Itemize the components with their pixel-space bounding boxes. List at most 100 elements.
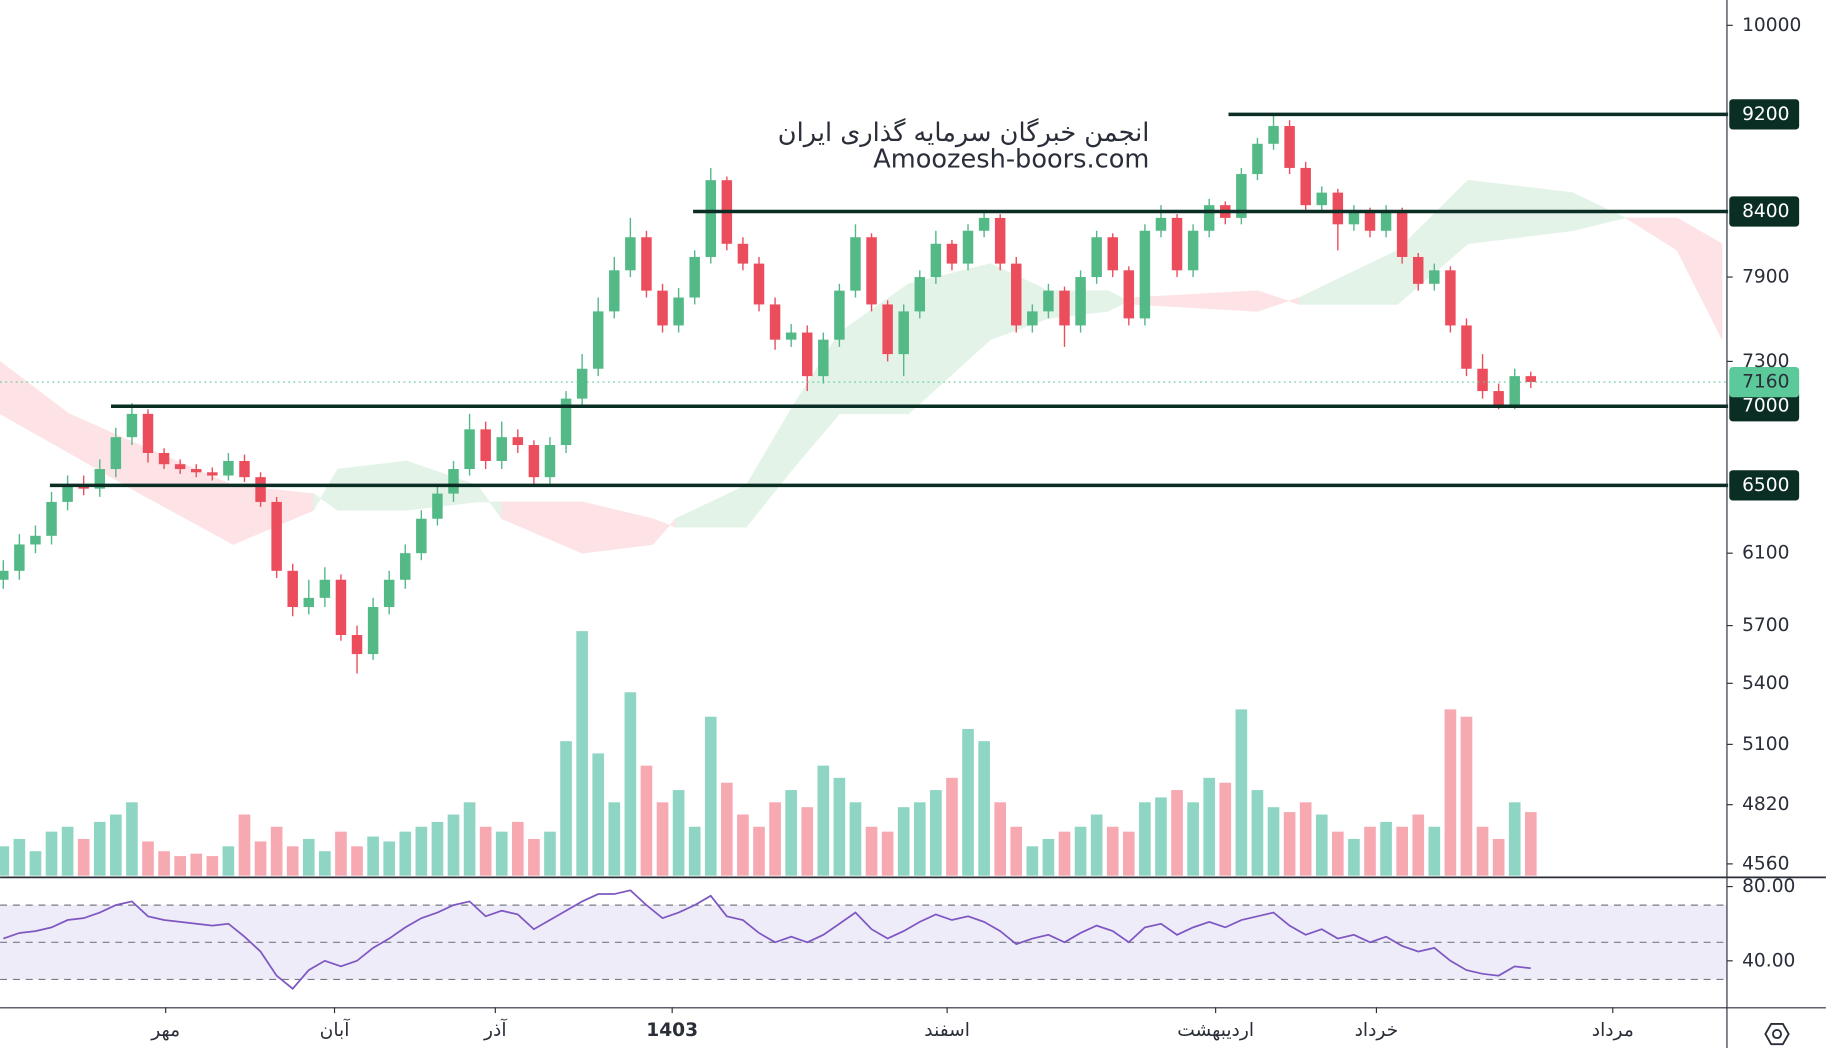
settings-icon[interactable]: [1764, 1022, 1790, 1046]
y-tick-label: 5100: [1742, 734, 1789, 755]
candle-body: [1043, 290, 1054, 312]
candle-body: [1332, 192, 1344, 225]
candle-body: [1011, 263, 1022, 326]
volume-bar: [978, 741, 990, 876]
candle-body: [1187, 230, 1199, 271]
candle-body: [866, 237, 877, 305]
rsi-tick-label: 40.00: [1742, 950, 1795, 971]
volume-bar: [1042, 838, 1055, 876]
candle-body: [737, 243, 749, 264]
candle-body: [1107, 237, 1118, 271]
candle-body: [850, 237, 861, 291]
candle-body: [271, 501, 282, 571]
volume-bar: [1026, 846, 1039, 876]
volume-bar: [238, 814, 251, 876]
candle-body: [464, 429, 475, 470]
rsi-layer: [0, 889, 1727, 990]
volume-bar: [1444, 709, 1457, 876]
candle-body: [1364, 211, 1376, 231]
candle-body: [785, 332, 797, 340]
candle-body: [1203, 205, 1215, 231]
candle-body: [946, 243, 958, 264]
candle-body: [962, 230, 974, 264]
y-tick-label: 10000: [1742, 15, 1801, 36]
volume-bar: [897, 807, 910, 876]
candle-body: [1236, 174, 1247, 218]
volume-bar: [1524, 812, 1537, 876]
y-tick-label: 4820: [1742, 794, 1789, 815]
candle-body: [1268, 126, 1279, 144]
candle-body: [1380, 211, 1392, 231]
volume-bar: [753, 826, 765, 876]
candle-body: [1509, 376, 1520, 407]
candle-body: [1059, 290, 1070, 326]
volume-bar: [672, 790, 685, 876]
volume-bar: [994, 802, 1007, 876]
volume-bar: [721, 782, 733, 876]
candle-body: [673, 297, 684, 326]
candle-body: [46, 501, 57, 536]
x-tick-label: اسفند: [924, 1020, 970, 1041]
volume-bar: [1412, 814, 1425, 876]
volume-bar: [962, 728, 974, 876]
volume-bar: [1171, 790, 1183, 876]
rsi-line: [3, 889, 1531, 990]
volume-bar: [286, 846, 299, 876]
volume-bar: [1058, 831, 1071, 876]
volume-bar: [1508, 802, 1521, 876]
y-tick-label: 6100: [1742, 543, 1789, 564]
candle-body: [657, 290, 668, 326]
volume-bar: [270, 826, 283, 876]
candle-body: [994, 217, 1006, 264]
candle-body: [1316, 192, 1327, 206]
volume-bar: [544, 831, 556, 876]
candle-body: [367, 607, 379, 655]
volume-bar: [1219, 782, 1232, 876]
candle-body: [239, 460, 250, 478]
candle-body: [351, 635, 363, 655]
volume-bar: [1332, 831, 1344, 876]
volume-bar: [704, 716, 717, 876]
volume-bar: [849, 802, 862, 876]
candle-body: [528, 445, 540, 478]
candle-body: [142, 413, 154, 453]
volume-bar: [1122, 831, 1135, 876]
candle-body: [1429, 270, 1440, 284]
volume-bar: [13, 838, 26, 876]
volume-bar: [1428, 826, 1441, 876]
candle-body: [1139, 230, 1151, 319]
last-price-box: [1729, 366, 1800, 398]
candle-body: [1027, 311, 1038, 326]
volume-bar: [495, 831, 508, 876]
volume-layer: [0, 631, 1537, 876]
level-label-box: [1729, 470, 1800, 501]
volume-bar: [913, 802, 926, 876]
volume-bar: [833, 777, 846, 876]
x-tick-label: 1403: [646, 1020, 698, 1041]
candle-body: [223, 460, 234, 476]
volume-bar: [1396, 826, 1408, 876]
candle-body: [1300, 167, 1311, 206]
level-label: 6500: [1742, 475, 1789, 496]
volume-bar: [1460, 716, 1473, 876]
volume-bar: [881, 831, 894, 876]
candle-body: [303, 597, 315, 608]
candle-body: [512, 437, 524, 446]
candle-body: [801, 332, 813, 377]
volume-bar: [817, 765, 830, 876]
candle-body: [255, 477, 266, 502]
candle-body: [1445, 270, 1456, 326]
candle-body: [126, 413, 138, 438]
candle-body: [400, 553, 411, 580]
y-tick-label: 7300: [1742, 351, 1789, 372]
level-label-box: [1729, 99, 1800, 130]
candle-body: [1525, 376, 1537, 383]
volume-bar: [1090, 814, 1103, 876]
candle-body: [1075, 277, 1086, 326]
volume-bar: [1203, 777, 1216, 876]
candle-body: [1123, 270, 1135, 319]
volume-bar: [1348, 838, 1360, 876]
volume-bar: [126, 802, 138, 876]
volume-bar: [158, 851, 170, 876]
